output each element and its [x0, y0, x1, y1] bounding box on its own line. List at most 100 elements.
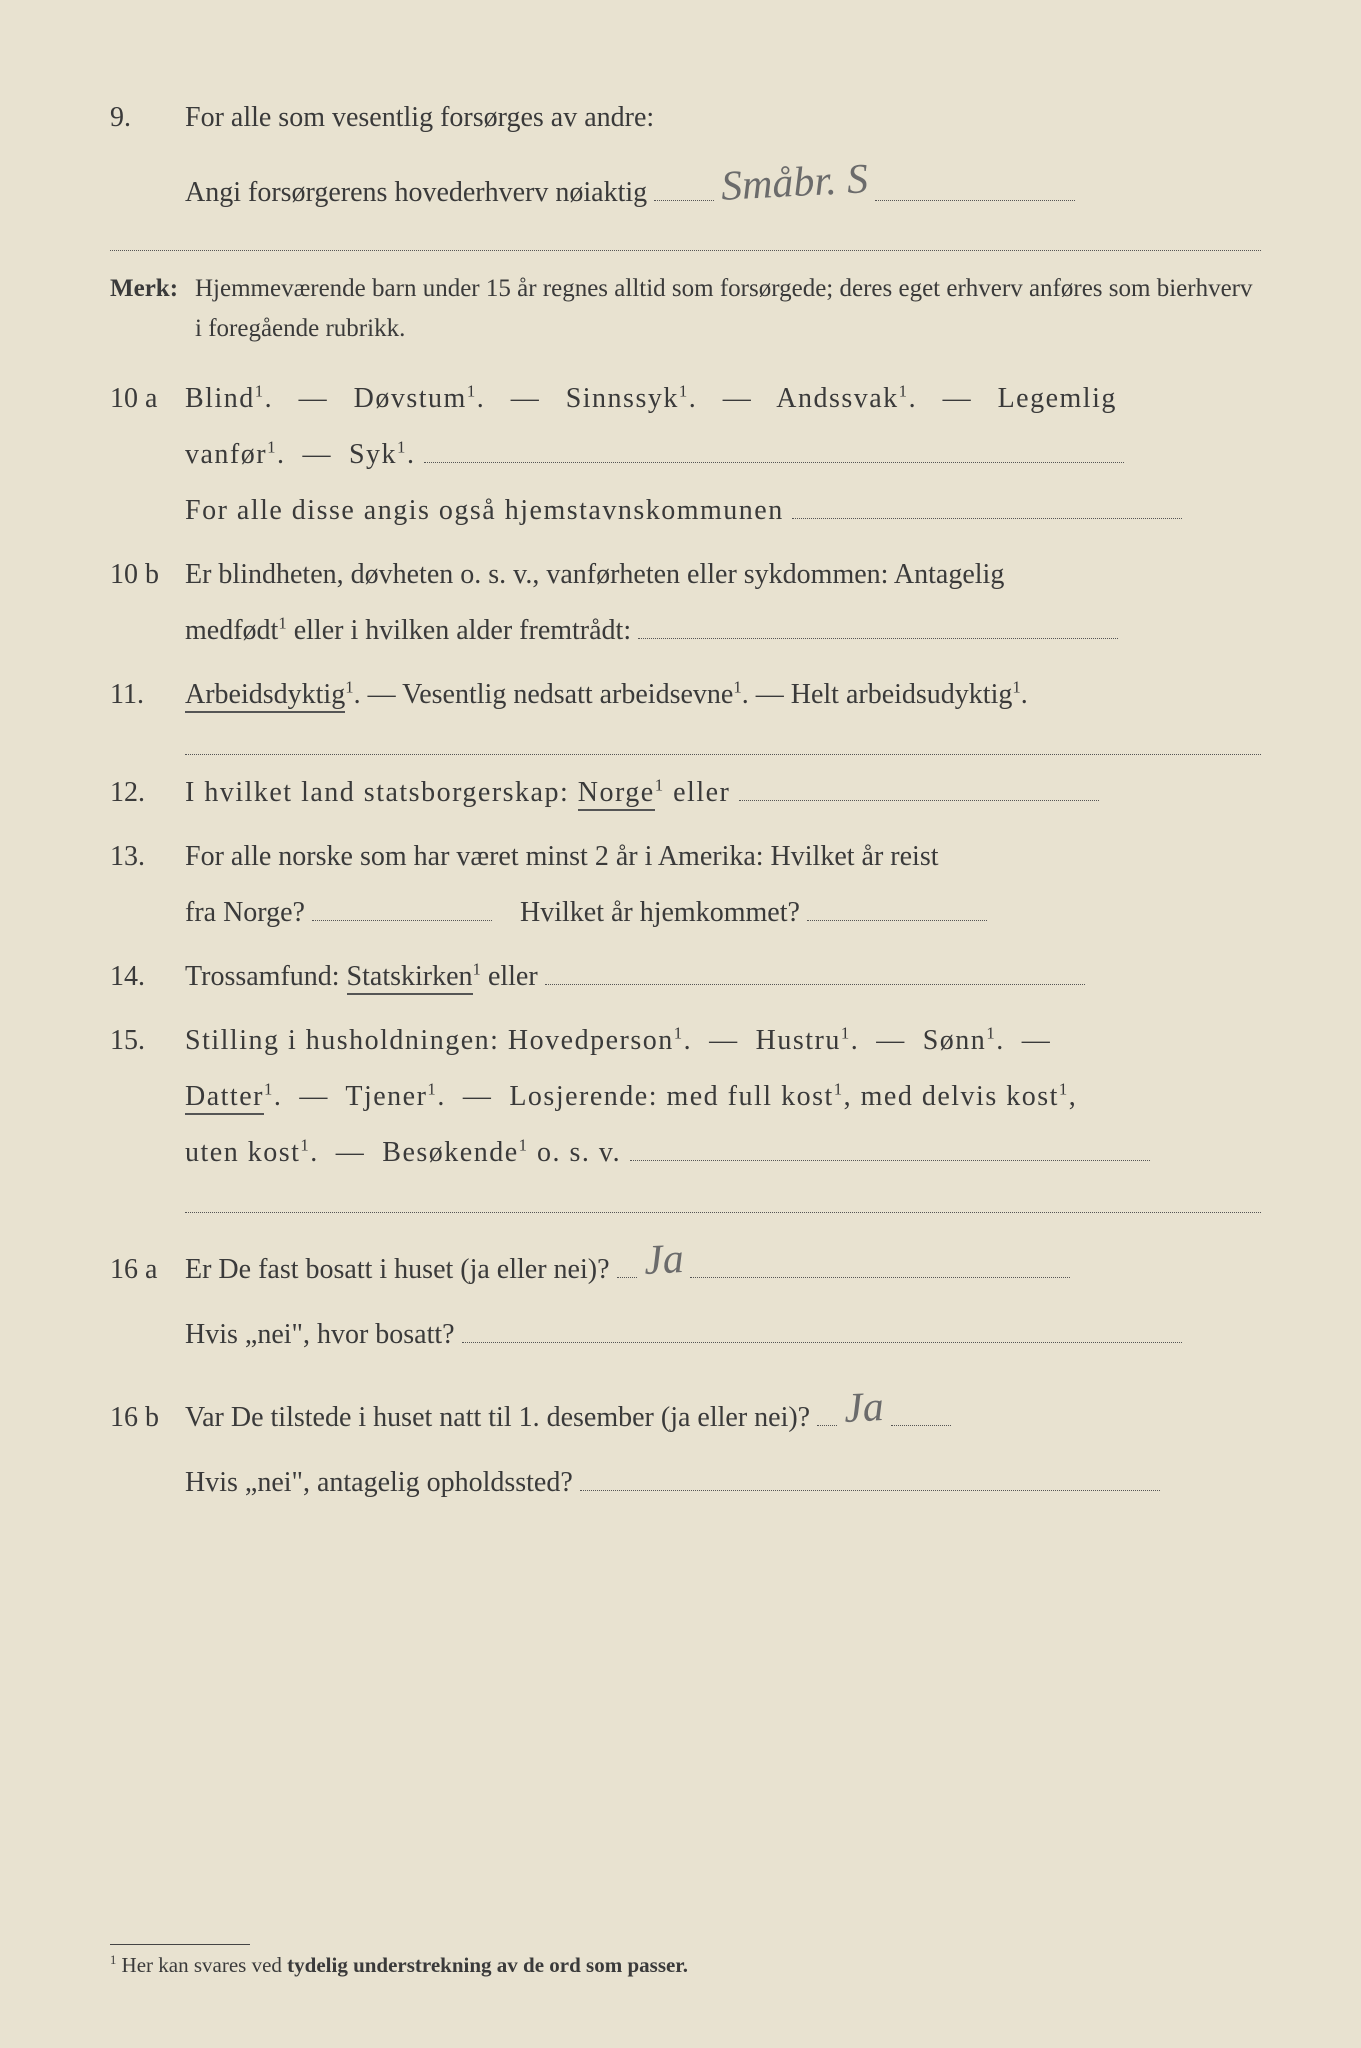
q16a-answer: Ja [641, 1217, 685, 1303]
dash: — [299, 1081, 329, 1112]
q13-text2a: fra Norge? [185, 897, 305, 928]
q9-fill [654, 200, 714, 201]
q10a-opt1: Blind [185, 383, 255, 414]
q11-opt1: Arbeidsdyktig [185, 679, 345, 713]
q13-text2b: Hvilket år hjemkommet? [520, 897, 800, 928]
q16b-fill0 [817, 1425, 837, 1426]
question-13: 13. For alle norske som har været minst … [110, 829, 1261, 941]
question-16a: 16 a Er De fast bosatt i huset (ja eller… [110, 1223, 1261, 1363]
q10a-fill2 [792, 518, 1182, 519]
q14-number: 14. [110, 950, 185, 1003]
sup: 1 [674, 1024, 684, 1043]
q15-opt3: Sønn [923, 1025, 987, 1056]
divider-2 [185, 753, 1261, 755]
q15-content: Stilling i husholdningen: Hovedperson1. … [185, 1013, 1261, 1181]
sup: 1 [899, 382, 909, 401]
sup: 1 [1012, 678, 1020, 697]
q16b-answer: Ja [842, 1365, 886, 1451]
q15-opt4: Datter [185, 1081, 264, 1115]
question-10a: 10 a Blind1. — Døvstum1. — Sinnssyk1. — … [110, 371, 1261, 539]
dash: — [299, 383, 329, 414]
q10b-text2a: medfødt [185, 615, 278, 646]
q10a-opt6: vanfør [185, 439, 267, 470]
q15-text4: uten kost [185, 1137, 300, 1168]
sup: 1 [473, 960, 481, 979]
q10b-text2b: eller i hvilken alder fremtrådt: [294, 615, 631, 646]
dash: — [756, 679, 784, 710]
q11-opt2: Vesentlig nedsatt arbeidsevne [402, 679, 733, 710]
q10b-content: Er blindheten, døvheten o. s. v., vanfør… [185, 547, 1261, 659]
q16b-number: 16 b [110, 1391, 185, 1444]
q14-opt1: Statskirken [347, 961, 473, 995]
sup: 1 [841, 1024, 851, 1043]
q11-number: 11. [110, 668, 185, 721]
q15-fill [630, 1160, 1150, 1161]
question-14: 14. Trossamfund: Statskirken1 eller [110, 949, 1261, 1005]
q16b-content: Var De tilstede i huset natt til 1. dese… [185, 1371, 1261, 1511]
q12-content: I hvilket land statsborgerskap: Norge1 e… [185, 765, 1261, 821]
q14-fill [545, 984, 1085, 985]
q16a-number: 16 a [110, 1243, 185, 1296]
q16a-fill [690, 1277, 1070, 1278]
question-9: 9. For alle som vesentlig forsørges av a… [110, 90, 1261, 230]
q16a-text1: Er De fast bosatt i huset (ja eller nei)… [185, 1254, 610, 1285]
q15-opt6: Besøkende [382, 1137, 518, 1168]
q13-fill1 [312, 920, 492, 921]
q9-answer: Småbr. S [719, 137, 870, 229]
sup: 1 [679, 382, 689, 401]
q16a-fill0 [617, 1277, 637, 1278]
footnote-marker: 1 [110, 1953, 116, 1967]
sup: 1 [834, 1080, 844, 1099]
q14-content: Trossamfund: Statskirken1 eller [185, 949, 1261, 1005]
census-form-page: 9. For alle som vesentlig forsørges av a… [0, 0, 1361, 2048]
q16b-text1: Var De tilstede i huset natt til 1. dese… [185, 1402, 810, 1433]
q10a-number: 10 a [110, 372, 185, 425]
q10a-opt4: Andssvak [776, 383, 898, 414]
q15-text3: , med delvis kost [844, 1081, 1059, 1112]
q12-number: 12. [110, 766, 185, 819]
footnote-bold: tydelig understrekning av de ord som pas… [287, 1953, 688, 1977]
q10a-fill [424, 462, 1124, 463]
q14-text1: Trossamfund: [185, 961, 347, 992]
sup: 1 [986, 1024, 996, 1043]
dash: — [511, 383, 541, 414]
footnote-rule [110, 1944, 250, 1945]
q16b-text2: Hvis „nei", antagelig opholdssted? [185, 1467, 573, 1498]
q10a-opt3: Sinnssyk [566, 383, 679, 414]
dash: — [463, 1081, 493, 1112]
q14-text2: eller [488, 961, 538, 992]
question-11: 11. Arbeidsdyktig1. — Vesentlig nedsatt … [110, 667, 1261, 723]
sup: 1 [397, 438, 407, 457]
merk-text: Hjemmeværende barn under 15 år regnes al… [195, 269, 1261, 349]
q9-number: 9. [110, 91, 185, 144]
sup: 1 [264, 1080, 274, 1099]
q11-content: Arbeidsdyktig1. — Vesentlig nedsatt arbe… [185, 667, 1261, 723]
q13-content: For alle norske som har været minst 2 år… [185, 829, 1261, 941]
q16a-fill2 [462, 1342, 1182, 1343]
q16a-text2: Hvis „nei", hvor bosatt? [185, 1319, 455, 1350]
question-15: 15. Stilling i husholdningen: Hovedperso… [110, 1013, 1261, 1181]
q13-number: 13. [110, 830, 185, 883]
footnote-text1: Her kan svares ved [122, 1953, 288, 1977]
q15-opt1: Hovedperson [508, 1025, 674, 1056]
dash: — [368, 679, 396, 710]
dash: — [876, 1025, 906, 1056]
sup: 1 [345, 678, 353, 697]
q10b-text1: Er blindheten, døvheten o. s. v., vanfør… [185, 559, 1004, 590]
q16b-fill [891, 1425, 951, 1426]
q10a-opt7: Syk [349, 439, 397, 470]
q10a-line3: For alle disse angis også hjemstavnskomm… [185, 495, 784, 526]
q12-text1: I hvilket land statsborgerskap: [185, 777, 578, 808]
q10b-fill [638, 638, 1118, 639]
sup: 1 [467, 382, 477, 401]
q15-opt2: Hustru [756, 1025, 841, 1056]
q12-fill [739, 800, 1099, 801]
sup: 1 [267, 438, 277, 457]
dash: — [1022, 1025, 1052, 1056]
sup: 1 [1059, 1080, 1069, 1099]
q15-text1: Stilling i husholdningen: [185, 1025, 508, 1056]
q11-opt3: Helt arbeidsudyktig [791, 679, 1013, 710]
dash: — [336, 1137, 366, 1168]
q10b-number: 10 b [110, 548, 185, 601]
q10a-opt2: Døvstum [354, 383, 467, 414]
